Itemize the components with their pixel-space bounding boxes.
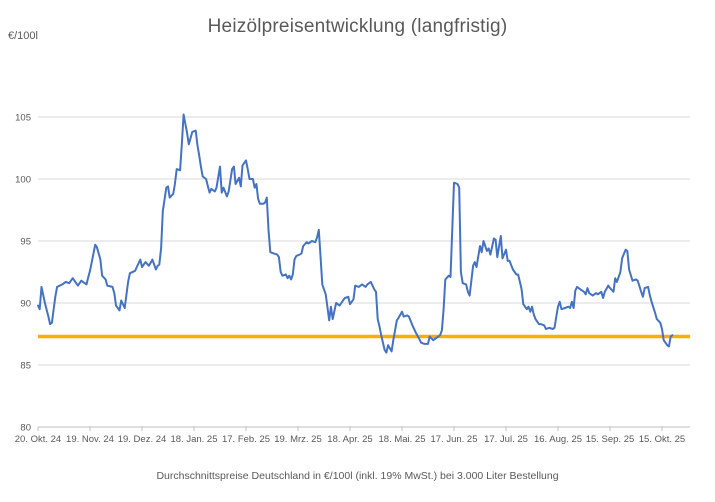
y-tick-label: 100	[15, 175, 31, 186]
chart-title: Heizölpreisentwicklung (langfristig)	[207, 16, 508, 37]
x-tick-label: 17. Jun. 25	[430, 434, 477, 445]
y-tick-label: 85	[20, 361, 31, 372]
y-tick-label: 80	[20, 423, 31, 434]
x-tick-label: 18. Apr. 25	[327, 434, 372, 445]
x-tick-label: 20. Okt. 24	[15, 434, 61, 445]
y-axis-unit-label: €/100l	[8, 30, 38, 42]
x-tick-label: 18. Mai. 25	[379, 434, 426, 445]
x-tick-label: 19. Nov. 24	[66, 434, 114, 445]
x-tick-label: 15. Sep. 25	[586, 434, 635, 445]
y-tick-label: 95	[20, 237, 31, 248]
y-tick-label: 105	[15, 113, 31, 124]
x-tick-label: 15. Okt. 25	[639, 434, 685, 445]
y-tick-label: 90	[20, 299, 31, 310]
x-tick-label: 17. Jul. 25	[484, 434, 528, 445]
x-tick-label: 17. Feb. 25	[222, 434, 270, 445]
footer-caption: Durchschnittspreise Deutschland in €/100…	[156, 470, 559, 482]
x-tick-label: 19. Mrz. 25	[274, 434, 322, 445]
x-tick-label: 19. Dez. 24	[118, 434, 167, 445]
x-tick-label: 16. Aug. 25	[534, 434, 582, 445]
price-series-line	[37, 113, 674, 354]
x-tick-label: 18. Jan. 25	[170, 434, 217, 445]
